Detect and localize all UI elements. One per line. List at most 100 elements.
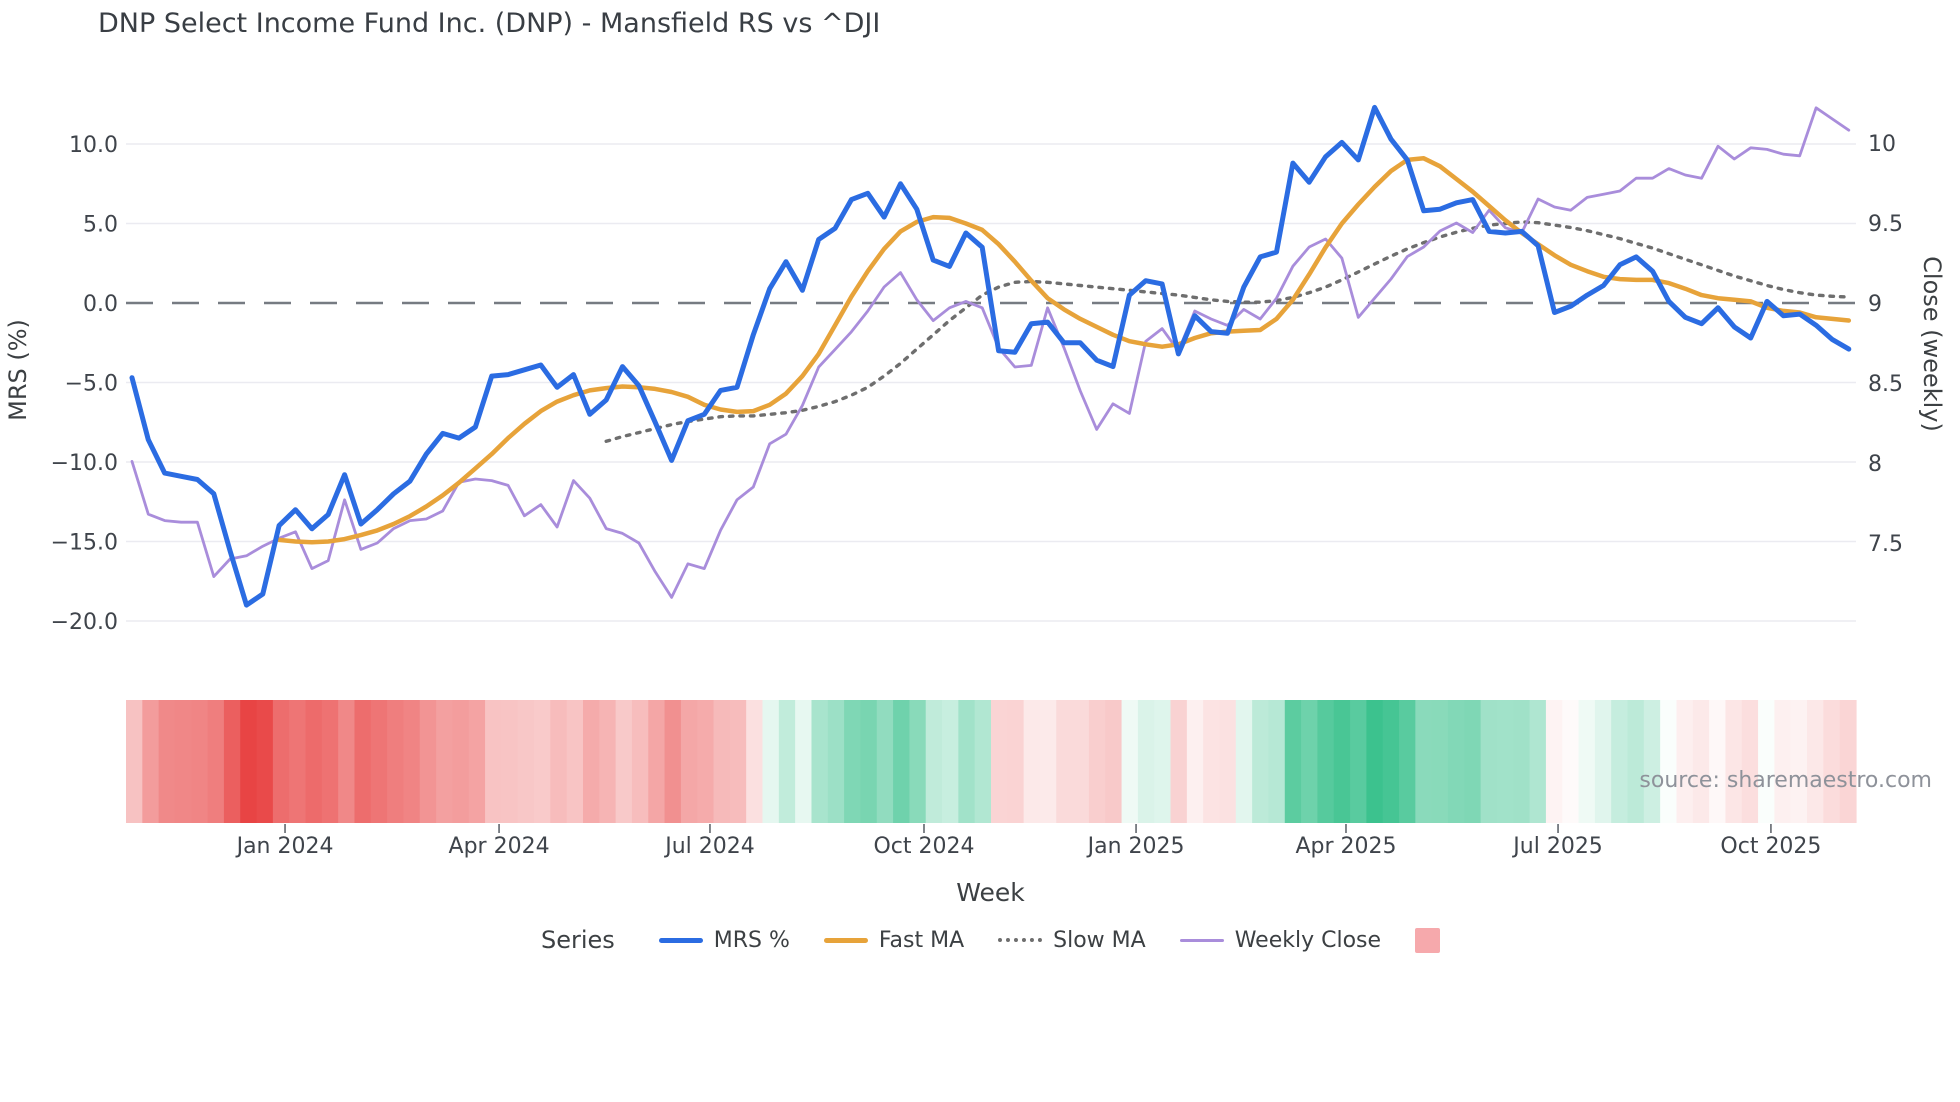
heatmap-cell bbox=[631, 700, 649, 823]
heatmap-cell bbox=[1676, 700, 1694, 823]
left-tick-label: −10.0 bbox=[51, 451, 118, 476]
heatmap-cell bbox=[272, 700, 290, 823]
heatmap-cell bbox=[844, 700, 862, 823]
heatmap-cell bbox=[403, 700, 421, 823]
source-watermark: source: sharemaestro.com bbox=[1639, 768, 1932, 793]
heatmap-cell bbox=[550, 700, 568, 823]
heatmap-cell bbox=[1496, 700, 1514, 823]
right-tick-label: 8 bbox=[1868, 452, 1882, 477]
heatmap-cell bbox=[534, 700, 551, 823]
legend-item-slow-ma: Slow MA bbox=[998, 928, 1146, 953]
heatmap-cell bbox=[142, 700, 160, 823]
heatmap-cell bbox=[1252, 700, 1270, 823]
heatmap-cell bbox=[746, 700, 764, 823]
heatmap-cell bbox=[942, 700, 959, 823]
heatmap-cell bbox=[1235, 700, 1253, 823]
heatmap-cell bbox=[158, 700, 176, 823]
x-tick-label: Apr 2025 bbox=[1295, 834, 1396, 859]
heatmap-cell bbox=[1447, 700, 1465, 823]
heatmap-cell bbox=[1741, 700, 1759, 823]
series-line-slow-ma bbox=[604, 220, 1851, 443]
heatmap-cell bbox=[1121, 700, 1139, 823]
heatmap-cell bbox=[1268, 700, 1286, 823]
heatmap-cell bbox=[778, 700, 796, 823]
legend-label: Slow MA bbox=[1053, 927, 1146, 953]
heatmap-cell bbox=[289, 700, 307, 823]
left-tick-label: −20.0 bbox=[51, 610, 118, 635]
heatmap-cell bbox=[1627, 700, 1645, 823]
legend-title: Series bbox=[540, 926, 615, 954]
x-tick-label: Jul 2025 bbox=[1511, 834, 1603, 859]
heatmap-cell bbox=[1170, 700, 1188, 823]
heatmap-cell bbox=[1137, 700, 1155, 823]
heatmap-cell bbox=[501, 700, 519, 823]
heatmap-cell bbox=[1219, 700, 1237, 823]
heatmap-cell bbox=[1186, 700, 1204, 823]
legend: Series MRS % Fast MA Slow MA Weekly Close bbox=[126, 918, 1855, 962]
heatmap-cell bbox=[1088, 700, 1106, 823]
heatmap-cell bbox=[321, 700, 339, 823]
heatmap-cell bbox=[240, 700, 258, 823]
heatmap-cell bbox=[1807, 700, 1824, 823]
heatmap-cell bbox=[1692, 700, 1710, 823]
left-tick-label: 10.0 bbox=[69, 133, 118, 158]
heatmap-cell bbox=[1660, 700, 1678, 823]
heatmap-cell bbox=[1839, 700, 1857, 823]
heatmap-cell bbox=[1382, 700, 1400, 823]
heatmap-cell bbox=[1464, 700, 1482, 823]
heatmap-cell bbox=[1333, 700, 1351, 823]
legend-item-mrs-: MRS % bbox=[658, 928, 790, 953]
heatmap-cell bbox=[1415, 700, 1433, 823]
heatmap-cell bbox=[1399, 700, 1416, 823]
heatmap-cell bbox=[1480, 700, 1498, 823]
heatmap-cell bbox=[860, 700, 878, 823]
heatmap-cell bbox=[419, 700, 437, 823]
heatmap-cell bbox=[1823, 700, 1841, 823]
heatmap-cell bbox=[1350, 700, 1367, 823]
heatmap-cell bbox=[1072, 700, 1090, 823]
chart-title: DNP Select Income Fund Inc. (DNP) - Mans… bbox=[98, 8, 881, 39]
legend-item-weekly-close: Weekly Close bbox=[1179, 927, 1382, 953]
heatmap-cell bbox=[1774, 700, 1792, 823]
right-tick-label: 7.5 bbox=[1868, 532, 1903, 557]
heatmap-cell bbox=[974, 700, 992, 823]
heatmap-cell bbox=[223, 700, 241, 823]
legend-swatch bbox=[998, 938, 1043, 942]
heatmap-cell bbox=[1023, 700, 1041, 823]
x-tick-label: Apr 2024 bbox=[449, 834, 550, 859]
heatmap-cell bbox=[958, 700, 976, 823]
heatmap-cell bbox=[1545, 700, 1563, 823]
heatmap-cell bbox=[1725, 700, 1743, 823]
heatmap-cell bbox=[664, 700, 682, 823]
heatmap-cell bbox=[1105, 700, 1123, 823]
x-tick-label: Jan 2024 bbox=[235, 834, 334, 859]
x-tick-label: Jul 2024 bbox=[663, 834, 755, 859]
heatmap-cell bbox=[387, 700, 405, 823]
legend-swatch bbox=[1415, 927, 1441, 953]
series-line-mrs- bbox=[129, 104, 1852, 608]
heatmap-cell bbox=[1611, 700, 1629, 823]
legend-item-fast-ma: Fast MA bbox=[823, 927, 965, 953]
legend-item-heatmap bbox=[1415, 927, 1441, 953]
heatmap-cell bbox=[1709, 700, 1727, 823]
series-line-fast-ma bbox=[276, 156, 1852, 545]
heatmap-cell bbox=[925, 700, 943, 823]
heatmap-cell bbox=[1039, 700, 1057, 823]
x-tick-label: Oct 2024 bbox=[873, 834, 974, 859]
legend-label: Fast MA bbox=[878, 927, 965, 953]
heatmap-cell bbox=[1758, 700, 1775, 823]
heatmap-cell bbox=[762, 700, 780, 823]
legend-swatch bbox=[658, 937, 703, 943]
heatmap-cell bbox=[648, 700, 666, 823]
heatmap-cell bbox=[1578, 700, 1596, 823]
right-tick-label: 9.5 bbox=[1868, 212, 1903, 237]
left-tick-label: −15.0 bbox=[51, 531, 118, 556]
x-tick-label: Jan 2025 bbox=[1086, 834, 1185, 859]
legend-label: Weekly Close bbox=[1234, 927, 1382, 953]
heatmap-cell bbox=[126, 700, 143, 823]
heatmap-cell bbox=[1529, 700, 1547, 823]
heatmap-cell bbox=[517, 700, 535, 823]
heatmap-cell bbox=[1366, 700, 1384, 823]
heatmap-cell bbox=[452, 700, 470, 823]
